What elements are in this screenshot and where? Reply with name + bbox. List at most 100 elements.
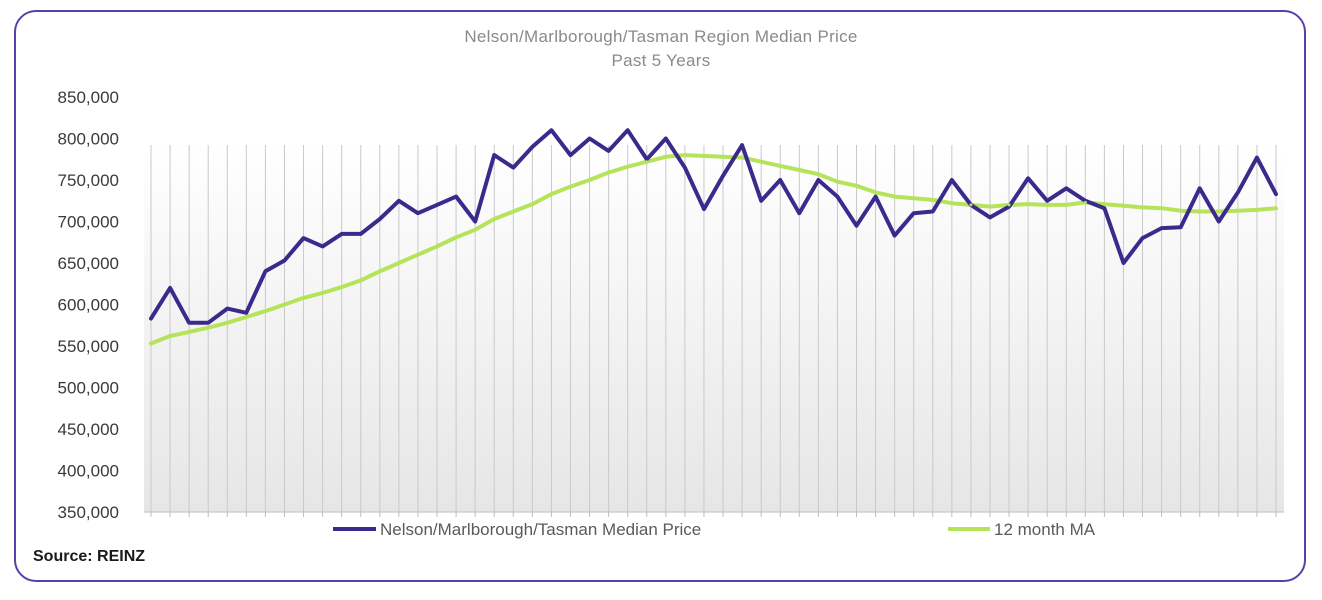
data-point-median-price: [988, 215, 992, 219]
data-point-median-price: [664, 137, 668, 140]
data-point-12-month-ma: [549, 192, 553, 196]
data-point-median-price: [645, 157, 649, 161]
data-point-12-month-ma: [1160, 206, 1164, 210]
data-point-12-month-ma: [950, 201, 954, 205]
y-tick-label: 500,000: [58, 379, 119, 398]
data-point-12-month-ma: [683, 153, 687, 157]
data-point-median-price: [1179, 225, 1183, 229]
legend-label-12-month-ma: 12 month MA: [994, 520, 1096, 539]
data-point-12-month-ma: [874, 190, 878, 194]
data-point-12-month-ma: [1026, 202, 1030, 206]
data-point-median-price: [1160, 226, 1164, 230]
data-point-median-price: [473, 220, 477, 223]
data-point-12-month-ma: [1121, 204, 1125, 208]
data-point-median-price: [549, 128, 553, 132]
data-point-12-month-ma: [568, 185, 572, 189]
data-point-12-month-ma: [1274, 206, 1278, 210]
data-point-12-month-ma: [1083, 200, 1087, 204]
data-points: [149, 128, 1278, 346]
data-point-median-price: [797, 211, 801, 215]
data-point-median-price: [759, 199, 763, 203]
data-point-median-price: [435, 203, 439, 207]
data-point-median-price: [225, 307, 229, 311]
data-point-median-price: [740, 143, 744, 147]
x-axis-ticks: [150, 512, 1277, 517]
data-point-12-month-ma: [454, 235, 458, 239]
data-point-12-month-ma: [530, 202, 534, 206]
data-point-12-month-ma: [416, 253, 420, 257]
y-tick-label: 350,000: [58, 503, 119, 522]
data-point-12-month-ma: [1217, 210, 1221, 214]
data-point-median-price: [187, 321, 191, 325]
y-tick-label: 750,000: [58, 171, 119, 190]
y-axis-tick-labels: 350,000 400,000 450,000 500,000 550,000 600,0…: [58, 88, 119, 522]
data-point-median-price: [1102, 206, 1106, 210]
data-point-median-price: [340, 232, 344, 236]
data-point-median-price: [1255, 156, 1259, 160]
data-point-12-month-ma: [244, 315, 248, 319]
data-point-12-month-ma: [359, 278, 363, 282]
data-point-median-price: [1217, 220, 1221, 223]
source-note: Source: REINZ: [33, 548, 146, 565]
data-point-12-month-ma: [149, 342, 153, 346]
data-point-median-price: [874, 195, 878, 199]
series-line-median-price: [149, 128, 1278, 325]
data-point-median-price: [1045, 199, 1049, 203]
data-point-12-month-ma: [302, 296, 306, 300]
y-tick-label: 850,000: [58, 88, 119, 107]
data-point-median-price: [416, 211, 420, 215]
data-point-median-price: [206, 321, 210, 325]
y-tick-label: 550,000: [58, 337, 119, 356]
data-point-median-price: [931, 210, 935, 214]
data-point-12-month-ma: [969, 203, 973, 207]
data-point-median-price: [321, 244, 325, 248]
data-point-median-price: [397, 199, 401, 203]
data-point-12-month-ma: [1179, 209, 1183, 213]
legend: Nelson/Marlborough/Tasman Median Price 1…: [333, 520, 1096, 539]
data-point-12-month-ma: [893, 195, 897, 199]
data-point-12-month-ma: [778, 164, 782, 168]
data-point-median-price: [568, 153, 572, 157]
data-point-12-month-ma: [759, 160, 763, 164]
data-point-12-month-ma: [206, 326, 210, 330]
data-point-median-price: [1141, 236, 1145, 240]
data-point-12-month-ma: [378, 269, 382, 273]
data-point-12-month-ma: [835, 180, 839, 184]
data-point-median-price: [1121, 261, 1125, 265]
y-tick-label: 450,000: [58, 420, 119, 439]
data-point-12-month-ma: [721, 155, 725, 159]
data-point-median-price: [683, 166, 687, 170]
y-tick-label: 700,000: [58, 213, 119, 232]
data-point-12-month-ma: [1102, 202, 1106, 206]
data-point-12-month-ma: [607, 171, 611, 175]
data-point-median-price: [302, 236, 306, 240]
plot-area-background: [144, 145, 1284, 512]
data-point-12-month-ma: [1064, 203, 1068, 207]
data-point-median-price: [282, 259, 286, 263]
y-tick-label: 800,000: [58, 130, 119, 149]
chart-subtitle: Past 5 Years: [611, 51, 711, 70]
data-point-12-month-ma: [263, 309, 267, 313]
data-point-12-month-ma: [511, 210, 515, 214]
data-point-12-month-ma: [912, 196, 916, 200]
data-point-median-price: [588, 137, 592, 140]
y-tick-label: 400,000: [58, 462, 119, 481]
data-point-median-price: [702, 207, 706, 211]
data-point-12-month-ma: [702, 154, 706, 158]
data-point-median-price: [263, 269, 267, 273]
data-point-12-month-ma: [626, 165, 630, 169]
data-point-median-price: [492, 153, 496, 157]
data-point-median-price: [626, 128, 630, 132]
data-point-median-price: [912, 211, 916, 215]
data-point-median-price: [855, 224, 859, 228]
data-point-median-price: [1064, 186, 1068, 190]
data-point-median-price: [1026, 176, 1030, 180]
data-point-12-month-ma: [740, 156, 744, 160]
data-point-median-price: [893, 234, 897, 238]
data-point-12-month-ma: [282, 303, 286, 306]
data-point-12-month-ma: [340, 285, 344, 289]
data-point-12-month-ma: [473, 228, 477, 232]
data-point-12-month-ma: [797, 168, 801, 172]
data-point-12-month-ma: [645, 160, 649, 164]
data-point-12-month-ma: [1007, 203, 1011, 207]
